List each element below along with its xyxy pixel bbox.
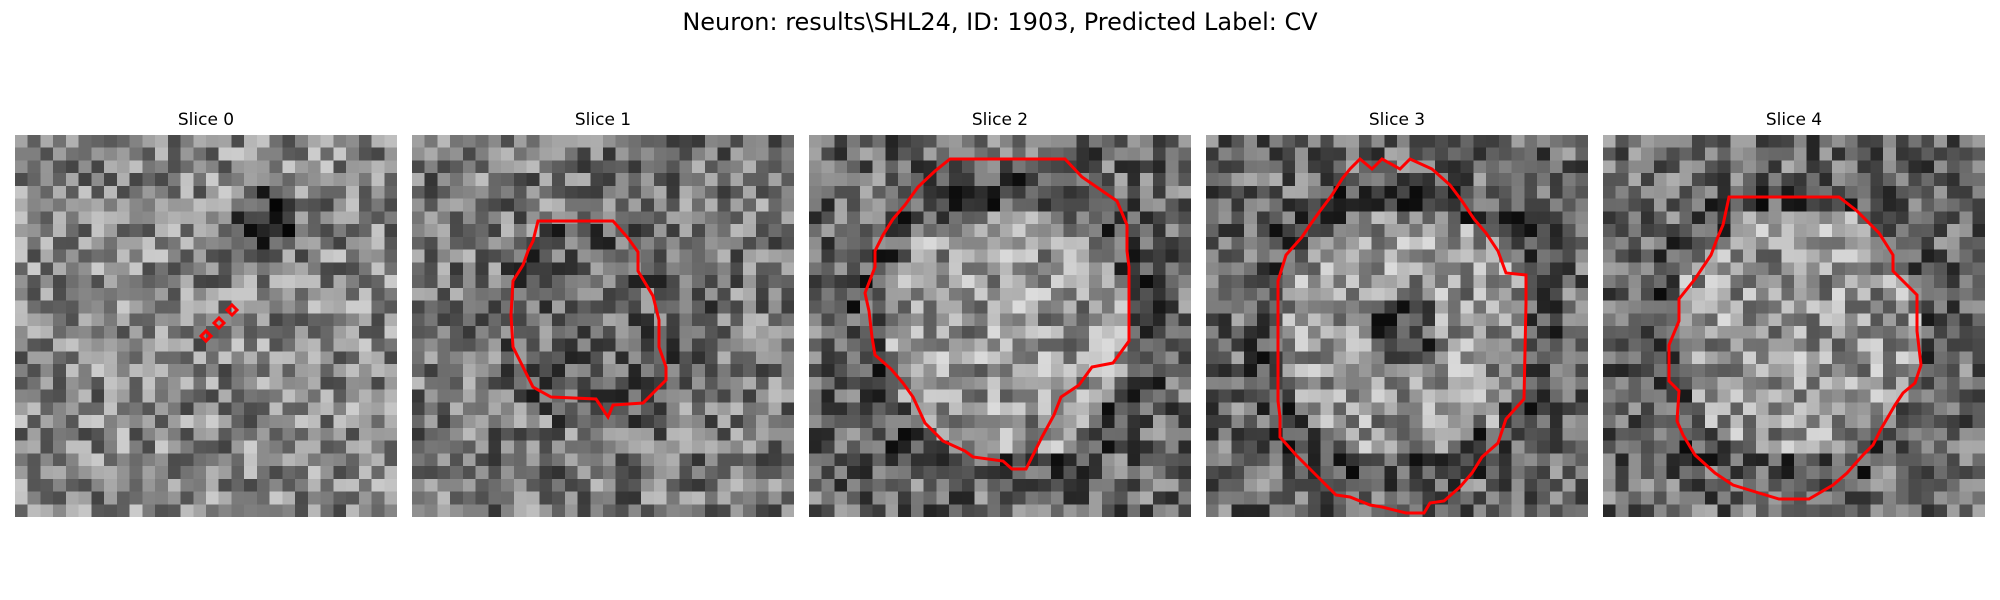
roi-contour-2 (863, 157, 1131, 471)
slice-panel-4: Slice 4 (1603, 106, 1985, 528)
slice-image-4 (1603, 135, 1985, 517)
slice-title-3: Slice 3 (1368, 110, 1426, 130)
roi-contour-3 (1276, 156, 1528, 515)
slice-panel-2: Slice 2 (809, 106, 1191, 528)
figure-title: Neuron: results\SHL24, ID: 1903, Predict… (682, 8, 1318, 36)
roi-contour-path-2 (863, 157, 1131, 471)
slice-title-4: Slice 4 (1765, 110, 1823, 130)
slice-panel-3: Slice 3 (1206, 106, 1588, 528)
slice-panel-1: Slice 1 (412, 106, 794, 528)
roi-marker-0 (198, 302, 240, 344)
roi-contour-1 (509, 219, 668, 421)
slice-image-2 (809, 135, 1191, 517)
roi-contour-path-1 (509, 219, 668, 421)
slice-image-1 (412, 135, 794, 517)
roi-contour-4 (1667, 195, 1923, 501)
roi-contour-0 (198, 302, 240, 344)
slice-image-0 (15, 135, 397, 517)
roi-contour-path-4 (1667, 195, 1923, 501)
slice-title-0: Slice 0 (177, 110, 235, 130)
slice-title-1: Slice 1 (574, 110, 632, 130)
roi-contour-path-3 (1276, 156, 1528, 515)
slice-title-2: Slice 2 (971, 110, 1029, 130)
slice-panel-0: Slice 0 (15, 106, 397, 528)
